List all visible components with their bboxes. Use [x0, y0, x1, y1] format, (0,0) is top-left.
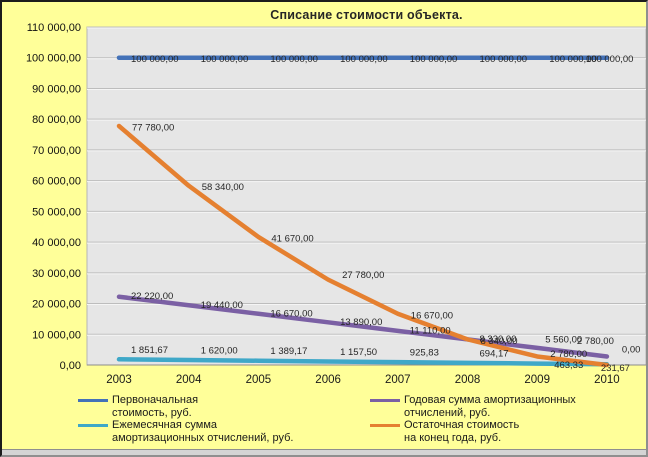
data-label: 231,67: [601, 363, 630, 374]
data-label: 1 157,50: [340, 347, 377, 358]
data-label: 5 560,00: [545, 334, 582, 345]
legend-item-annual-depreciation[interactable]: Годовая сумма амортизационных отчислений…: [370, 394, 576, 419]
data-label: 16 670,00: [270, 308, 312, 319]
x-tick-label: 2006: [315, 374, 341, 386]
y-tick-label: 60 000,00: [32, 176, 81, 188]
legend-item-residual-value[interactable]: Остаточная стоимость на конец года, руб.: [370, 419, 519, 444]
x-tick-label: 2007: [385, 374, 411, 386]
data-label: 100 000,00: [340, 54, 388, 65]
series-line-1: [116, 294, 610, 359]
data-label: 58 340,00: [202, 182, 244, 193]
legend-label-line: Ежемесячная сумма: [112, 419, 218, 431]
data-label: 8 330,00: [480, 334, 517, 345]
data-label: 100 000,00: [201, 54, 249, 65]
legend: Первоначальная стоимость, руб. Ежемесячн…: [2, 391, 646, 447]
y-tick-label: 40 000,00: [32, 237, 81, 249]
data-label: 27 780,00: [342, 270, 384, 281]
x-tick-label: 2004: [176, 374, 202, 386]
legend-label-line: отчислений, руб.: [404, 406, 491, 419]
legend-label-line: стоимость, руб.: [112, 406, 192, 419]
y-tick-label: 20 000,00: [32, 299, 81, 311]
data-label: 41 670,00: [271, 233, 313, 244]
series-line-2: [116, 357, 610, 367]
legend-label-line: амортизационных отчислений, руб.: [112, 431, 294, 444]
data-label: 13 890,00: [340, 317, 382, 328]
legend-item-initial-cost[interactable]: Первоначальная стоимость, руб.: [78, 394, 198, 419]
x-tick-label: 2005: [246, 374, 272, 386]
data-label: 100 000,00: [270, 54, 318, 65]
legend-label-line: Остаточная стоимость: [404, 419, 520, 431]
chart-title: Списание стоимости объекта.: [270, 8, 463, 22]
y-tick-label: 50 000,00: [32, 206, 81, 218]
y-tick-label: 10 000,00: [32, 329, 81, 341]
legend-line-swatch-monthly-depreciation-icon: [78, 424, 108, 427]
legend-label-line: Первоначальная: [112, 394, 199, 406]
data-label: 77 780,00: [132, 123, 174, 134]
data-label: 100 000,00: [480, 54, 528, 65]
data-label: 11 110,00: [410, 325, 451, 336]
data-label: 100 000,00: [586, 54, 634, 65]
y-tick-label: 110 000,00: [27, 22, 81, 34]
data-label: 1 389,17: [270, 346, 307, 357]
legend-item-monthly-depreciation[interactable]: Ежемесячная сумма амортизационных отчисл…: [78, 419, 293, 444]
data-label: 8 340,00: [481, 336, 518, 347]
data-label: 19 440,00: [201, 300, 243, 311]
legend-label-line: на конец года, руб.: [404, 431, 502, 444]
data-label: 0,00: [622, 345, 641, 356]
legend-line-swatch-initial-cost-icon: [78, 399, 108, 402]
data-label: 16 670,00: [411, 310, 453, 321]
data-label: 100 000,00: [410, 54, 458, 65]
data-label: 100 000,00: [549, 54, 597, 65]
data-label: 925,83: [410, 348, 439, 359]
legend-label-line: Годовая сумма амортизационных: [404, 394, 576, 406]
y-tick-label: 80 000,00: [32, 114, 81, 126]
data-label: 22 220,00: [131, 291, 173, 302]
data-label: 463,33: [554, 360, 583, 371]
data-label: 100 000,00: [131, 54, 179, 65]
y-tick-label: 90 000,00: [32, 83, 81, 95]
data-label: 2 780,00: [577, 336, 614, 347]
y-tick-label: 100 000,00: [26, 53, 81, 65]
legend-line-swatch-annual-depreciation-icon: [370, 399, 400, 402]
window-bottom-edge: [2, 449, 646, 455]
x-tick-label: 2008: [455, 374, 481, 386]
x-tick-label: 2010: [594, 374, 620, 386]
y-tick-label: 0,00: [60, 360, 81, 372]
x-tick-label: 2009: [524, 374, 550, 386]
x-tick-label: 2003: [106, 374, 132, 386]
data-label: 1 620,00: [201, 346, 238, 357]
data-label: 1 851,67: [131, 345, 168, 356]
data-label: 694,17: [480, 348, 509, 359]
plot-background: [86, 26, 646, 366]
legend-line-swatch-residual-value-icon: [370, 424, 400, 427]
series-line-3: [116, 123, 610, 368]
y-tick-label: 30 000,00: [32, 268, 81, 280]
y-tick-label: 70 000,00: [32, 145, 81, 157]
data-label: 2 780,00: [550, 349, 587, 360]
